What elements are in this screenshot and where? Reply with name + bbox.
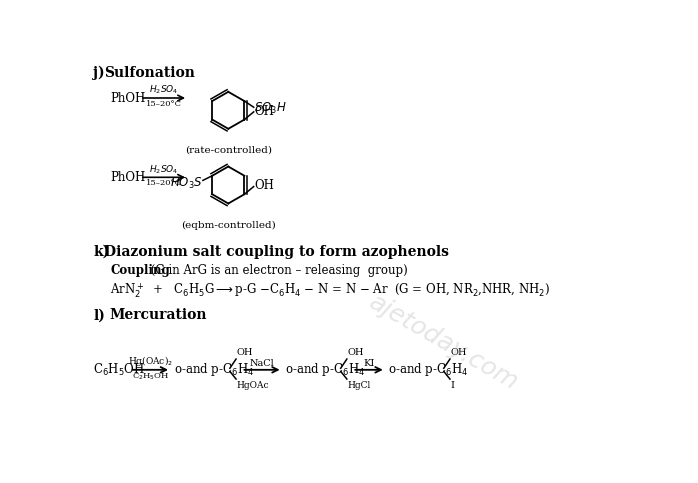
Text: (eqbm-controlled): (eqbm-controlled) xyxy=(181,220,276,229)
Text: OH: OH xyxy=(348,348,364,357)
Text: OH: OH xyxy=(237,348,253,357)
Text: KI: KI xyxy=(363,358,375,368)
Text: PhOH: PhOH xyxy=(110,91,146,104)
Text: C$_2$H$_5$OH: C$_2$H$_5$OH xyxy=(132,371,169,382)
Text: OH: OH xyxy=(255,179,274,192)
Text: HgCl: HgCl xyxy=(348,382,371,390)
Text: j): j) xyxy=(94,66,105,80)
Text: o-and p-C$_6$H$_4$: o-and p-C$_6$H$_4$ xyxy=(174,361,254,378)
Text: HgOAc: HgOAc xyxy=(237,382,269,390)
Text: o-and p-C$_6$H$_4$: o-and p-C$_6$H$_4$ xyxy=(388,361,468,378)
Text: PhOH: PhOH xyxy=(110,171,146,184)
Text: (rate-controlled): (rate-controlled) xyxy=(185,146,272,155)
Text: OH: OH xyxy=(451,348,467,357)
Text: Coupling: Coupling xyxy=(110,264,170,277)
Text: OH: OH xyxy=(255,105,274,117)
Text: Mercuration: Mercuration xyxy=(109,308,207,322)
Text: Hg(OAc)$_2$: Hg(OAc)$_2$ xyxy=(128,354,173,368)
Text: $SO_3H$: $SO_3H$ xyxy=(255,100,288,115)
Text: l): l) xyxy=(94,308,105,322)
Text: (G in ArG is an electron – releasing  group): (G in ArG is an electron – releasing gro… xyxy=(147,264,408,277)
Text: 15–20°C: 15–20°C xyxy=(146,179,182,187)
Text: Sulfonation: Sulfonation xyxy=(104,66,195,80)
Text: $H_2SO_4$: $H_2SO_4$ xyxy=(149,84,179,97)
Text: k): k) xyxy=(94,245,110,259)
Text: NaCl: NaCl xyxy=(250,358,274,368)
Text: I: I xyxy=(451,382,454,390)
Text: C$_6$H$_5$OH: C$_6$H$_5$OH xyxy=(94,362,145,378)
Text: o-and p-C$_6$H$_4$: o-and p-C$_6$H$_4$ xyxy=(285,361,365,378)
Text: ajetoday.com: ajetoday.com xyxy=(365,290,523,395)
Text: $H_2SO_4$: $H_2SO_4$ xyxy=(149,163,179,176)
Text: 15–20°C: 15–20°C xyxy=(146,99,182,108)
Text: Diazonium salt coupling to form azophenols: Diazonium salt coupling to form azopheno… xyxy=(104,245,450,259)
Text: $HO_3S$: $HO_3S$ xyxy=(170,176,202,191)
Text: ArN$_2^+$  +   C$_6$H$_5$G$\longrightarrow$p-G $-$C$_6$H$_4$ $-$ N = N $-$ Ar  (: ArN$_2^+$ + C$_6$H$_5$G$\longrightarrow$… xyxy=(110,281,551,300)
